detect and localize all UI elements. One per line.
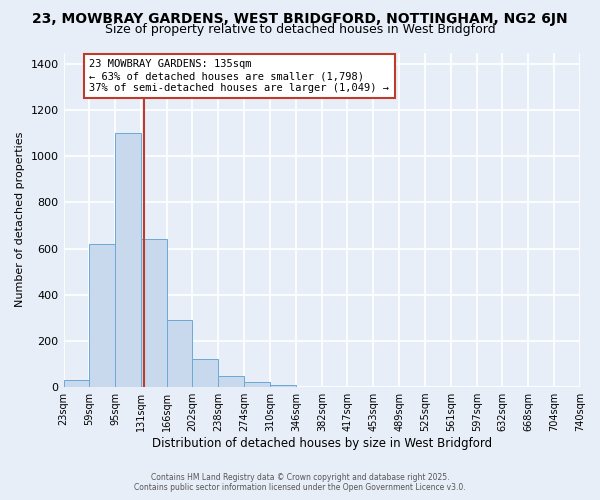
Bar <box>115 134 142 387</box>
Text: 23, MOWBRAY GARDENS, WEST BRIDGFORD, NOTTINGHAM, NG2 6JN: 23, MOWBRAY GARDENS, WEST BRIDGFORD, NOT… <box>32 12 568 26</box>
Bar <box>270 385 296 387</box>
Text: 23 MOWBRAY GARDENS: 135sqm
← 63% of detached houses are smaller (1,798)
37% of s: 23 MOWBRAY GARDENS: 135sqm ← 63% of deta… <box>89 60 389 92</box>
Bar <box>193 360 218 387</box>
Bar <box>218 376 244 387</box>
Bar <box>64 380 89 387</box>
Bar <box>167 320 193 387</box>
Text: Contains HM Land Registry data © Crown copyright and database right 2025.
Contai: Contains HM Land Registry data © Crown c… <box>134 473 466 492</box>
Y-axis label: Number of detached properties: Number of detached properties <box>15 132 25 308</box>
Text: Size of property relative to detached houses in West Bridgford: Size of property relative to detached ho… <box>104 22 496 36</box>
X-axis label: Distribution of detached houses by size in West Bridgford: Distribution of detached houses by size … <box>152 437 492 450</box>
Bar <box>142 240 167 387</box>
Bar <box>89 244 115 387</box>
Bar <box>244 382 270 387</box>
